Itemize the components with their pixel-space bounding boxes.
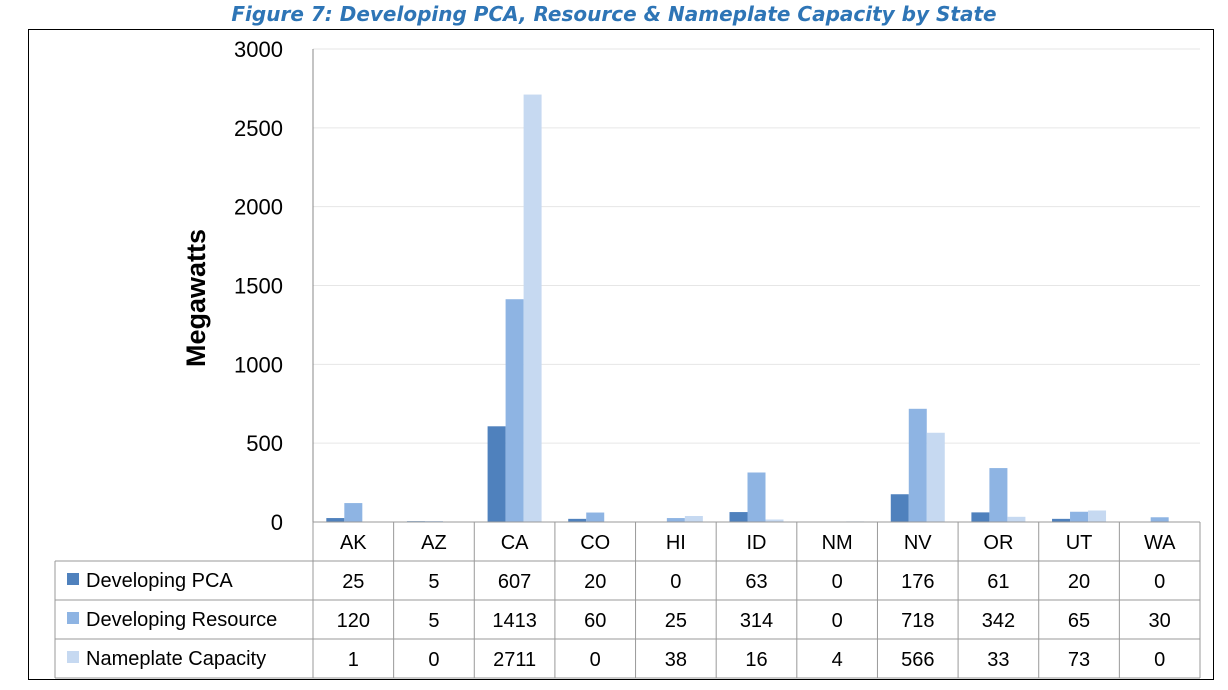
bar-ut-developing-resource xyxy=(1070,511,1089,522)
table-cell: 0 xyxy=(832,610,843,632)
bars xyxy=(326,94,1169,522)
bar-id-developing-pca xyxy=(729,512,748,522)
legend-swatch xyxy=(67,573,79,585)
table-cell: 0 xyxy=(832,571,843,593)
table-cell: 4 xyxy=(832,649,843,671)
y-tick-label: 1500 xyxy=(234,274,283,299)
category-label: CA xyxy=(501,532,529,554)
category-label: NM xyxy=(822,532,853,554)
table-cell: 607 xyxy=(498,571,531,593)
bar-ak-developing-pca xyxy=(326,518,345,522)
table-cell: 1 xyxy=(348,649,359,671)
category-label: AZ xyxy=(421,532,447,554)
chart-frame xyxy=(28,29,1214,680)
bar-ca-nameplate-capacity xyxy=(523,94,542,522)
bar-hi-developing-resource xyxy=(666,518,685,522)
table-cell: 73 xyxy=(1068,649,1090,671)
table-cell: 30 xyxy=(1149,610,1171,632)
table-cell: 20 xyxy=(584,571,606,593)
bar-or-developing-resource xyxy=(989,468,1008,522)
bar-wa-developing-resource xyxy=(1150,517,1169,522)
table-cell: 61 xyxy=(987,571,1009,593)
table-cell: 176 xyxy=(901,571,934,593)
table-cell: 0 xyxy=(670,571,681,593)
bar-hi-nameplate-capacity xyxy=(684,516,703,522)
y-tick-label: 500 xyxy=(246,431,283,456)
bar-ca-developing-pca xyxy=(487,426,506,522)
table-cell: 566 xyxy=(901,649,934,671)
legend-swatch xyxy=(67,651,79,663)
table-cell: 314 xyxy=(740,610,773,632)
category-label: AK xyxy=(340,532,367,554)
bar-or-nameplate-capacity xyxy=(1007,516,1026,522)
table-cell: 60 xyxy=(584,610,606,632)
bar-or-developing-pca xyxy=(971,512,990,522)
table-cell: 342 xyxy=(982,610,1015,632)
y-tick-label: 3000 xyxy=(234,37,283,62)
category-label: HI xyxy=(666,532,686,554)
legend-swatch xyxy=(67,612,79,624)
legend-label: Nameplate Capacity xyxy=(86,648,266,670)
legend-label: Developing Resource xyxy=(86,609,277,631)
category-label: NV xyxy=(904,532,932,554)
category-label: OR xyxy=(983,532,1013,554)
table-cell: 63 xyxy=(745,571,767,593)
y-tick-label: 2500 xyxy=(234,116,283,141)
y-tick-label: 2000 xyxy=(234,195,283,220)
bar-ak-developing-resource xyxy=(344,503,363,522)
category-label: CO xyxy=(580,532,610,554)
table-cell: 33 xyxy=(987,649,1009,671)
table-cell: 38 xyxy=(665,649,687,671)
table-cell: 5 xyxy=(428,610,439,632)
table-cell: 25 xyxy=(342,571,364,593)
table-cell: 16 xyxy=(745,649,767,671)
bar-ut-developing-pca xyxy=(1052,518,1071,522)
table-cell: 25 xyxy=(665,610,687,632)
y-tick-label: 1000 xyxy=(234,352,283,377)
table-cell: 1413 xyxy=(492,610,537,632)
table-cell: 120 xyxy=(337,610,370,632)
category-label: WA xyxy=(1144,532,1176,554)
bar-co-developing-pca xyxy=(568,518,587,522)
y-axis-label: Megawatts xyxy=(181,229,211,367)
y-tick-label: 0 xyxy=(271,510,283,535)
gridlines xyxy=(313,48,1200,444)
table-cell: 5 xyxy=(428,571,439,593)
table-cell: 0 xyxy=(1154,649,1165,671)
bar-nv-nameplate-capacity xyxy=(926,432,945,522)
bar-ca-developing-resource xyxy=(505,299,524,522)
bar-co-developing-resource xyxy=(586,512,605,522)
bar-ut-nameplate-capacity xyxy=(1088,510,1107,522)
category-label: UT xyxy=(1066,532,1093,554)
table-cell: 0 xyxy=(428,649,439,671)
bar-id-nameplate-capacity xyxy=(765,519,784,522)
category-label: ID xyxy=(747,532,767,554)
table-cell: 0 xyxy=(1154,571,1165,593)
bar-nv-developing-resource xyxy=(908,408,927,522)
bar-nv-developing-pca xyxy=(890,494,909,522)
table-cell: 65 xyxy=(1068,610,1090,632)
chart-title: Figure 7: Developing PCA, Resource & Nam… xyxy=(231,2,997,26)
bar-id-developing-resource xyxy=(747,472,766,522)
table-cell: 20 xyxy=(1068,571,1090,593)
table-cell: 718 xyxy=(901,610,934,632)
table-cell: 2711 xyxy=(493,649,536,671)
legend-label: Developing PCA xyxy=(86,570,233,592)
y-axis-ticks: 0 500 1000 1500 2000 2500 3000 xyxy=(234,37,314,535)
table-cell: 0 xyxy=(590,649,601,671)
